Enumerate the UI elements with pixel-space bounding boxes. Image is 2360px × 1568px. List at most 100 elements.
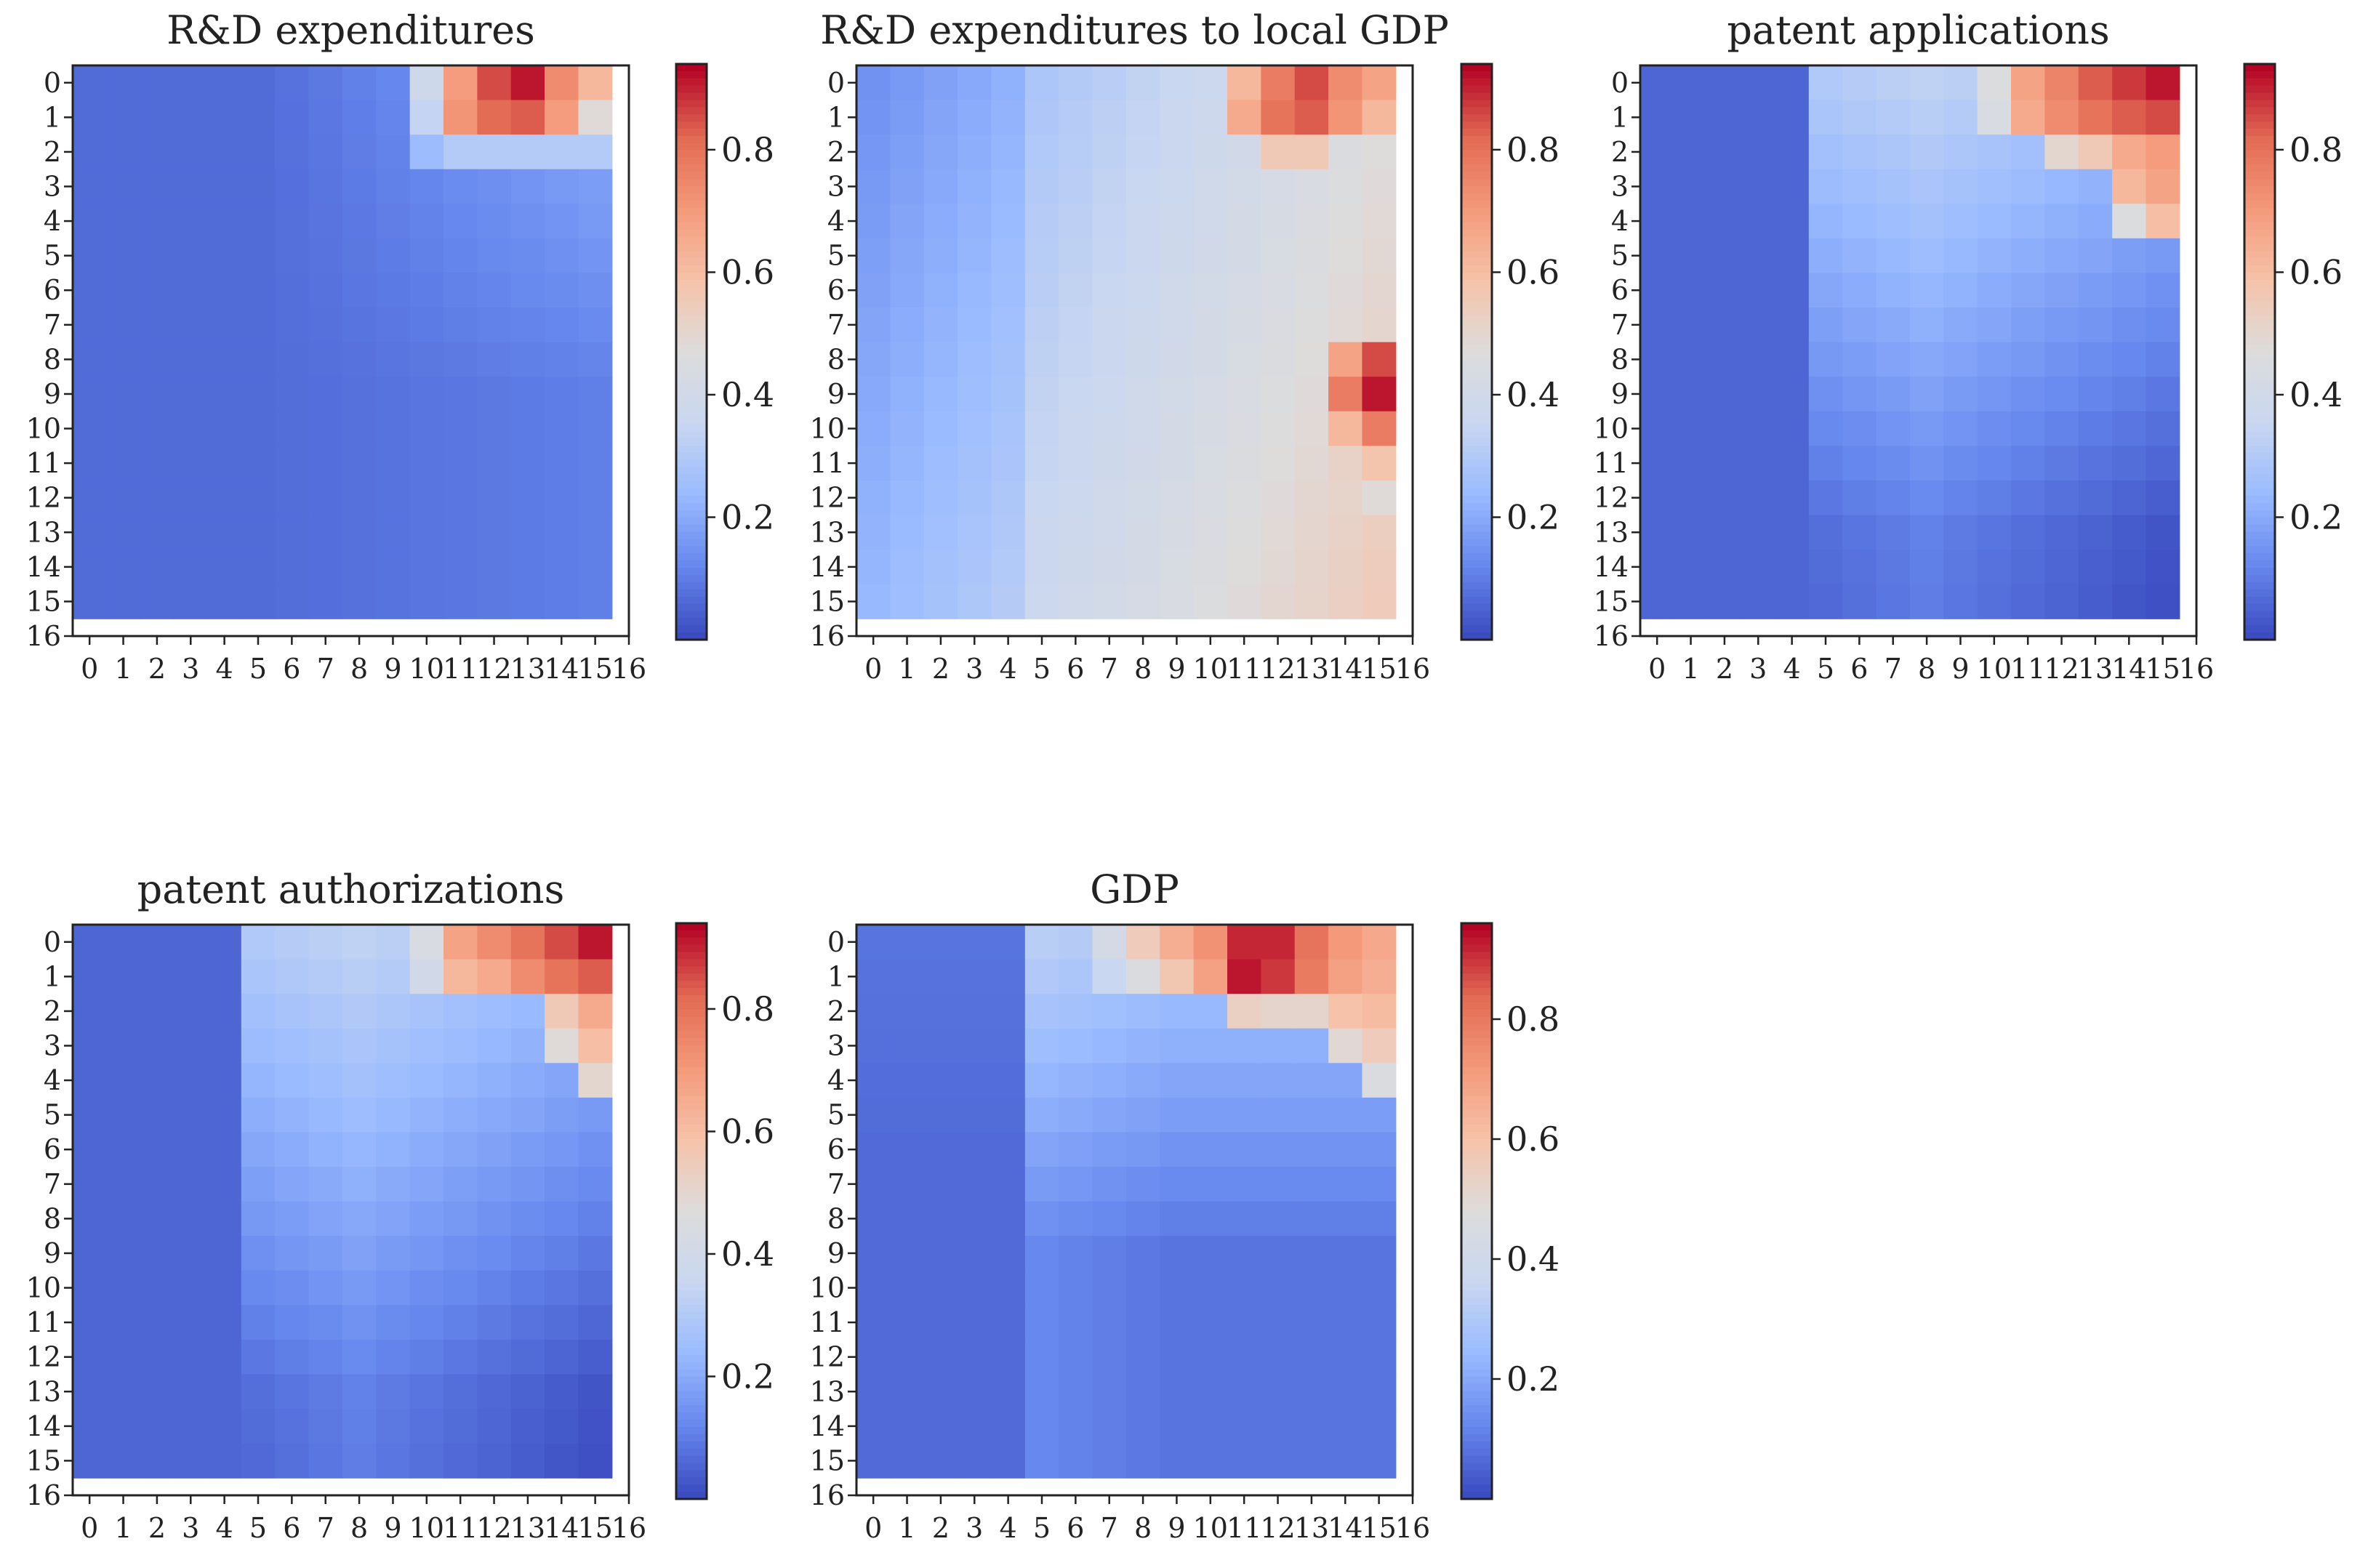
heatmap-cell <box>1059 411 1093 446</box>
heatmap-cell <box>2078 307 2113 343</box>
colorbar-segment <box>2244 142 2275 151</box>
heatmap-cell <box>578 1443 613 1479</box>
colorbar-segment <box>1461 280 1492 288</box>
heatmap-cell <box>545 377 579 412</box>
heatmap-cell <box>342 307 377 343</box>
colorbar-segment <box>2244 323 2275 331</box>
axes-frame <box>855 64 1414 638</box>
heatmap-cell <box>275 1097 310 1133</box>
heatmap-cell <box>1193 307 1228 343</box>
colorbar-segment <box>1461 973 1492 981</box>
heatmap-cell <box>342 994 377 1029</box>
heatmap-cell <box>1808 204 1843 239</box>
heatmap-cell <box>1707 515 1742 550</box>
y-tick-label: 10 <box>26 413 61 445</box>
heatmap-cell <box>1092 134 1127 170</box>
heatmap-cell <box>477 377 512 412</box>
y-tick-label: 12 <box>26 482 61 514</box>
heatmap-cell <box>1227 169 1261 204</box>
heatmap-cell <box>1160 169 1195 204</box>
colorbar-segment <box>2244 251 2275 260</box>
colorbar-segment <box>1461 474 1492 482</box>
heatmap-cell <box>2044 480 2079 516</box>
heatmap-cell <box>409 307 444 343</box>
heatmap-cell <box>1092 1167 1127 1202</box>
heatmap-cell <box>1125 100 1160 135</box>
x-tick-label: 10 <box>1193 653 1228 685</box>
heatmap-cell <box>409 238 444 274</box>
heatmap-cell <box>856 342 891 377</box>
heatmap-cell <box>477 959 512 994</box>
colorbar-segment <box>676 1074 707 1082</box>
heatmap-cell <box>578 65 613 101</box>
heatmap-cell <box>409 1339 444 1375</box>
y-tick-label: 2 <box>827 995 845 1027</box>
heatmap-cell <box>308 273 343 308</box>
heatmap-cell <box>578 1409 613 1444</box>
heatmap-cell <box>1160 100 1195 135</box>
heatmap-cell <box>207 925 242 960</box>
heatmap-cell <box>856 1167 891 1202</box>
heatmap-cell <box>1193 169 1228 204</box>
heatmap-cell <box>1059 1409 1093 1444</box>
heatmap-cell <box>106 446 141 481</box>
heatmap-cell <box>1227 377 1261 412</box>
heatmap-cell <box>409 100 444 135</box>
heatmap-cell <box>1059 1028 1093 1064</box>
colorbar-segment <box>676 358 707 367</box>
heatmap-cell <box>376 959 411 994</box>
heatmap-cell <box>73 1270 107 1306</box>
colorbar-segment <box>2244 596 2275 605</box>
heatmap-cell <box>1125 994 1160 1029</box>
heatmap-cell <box>106 169 141 204</box>
heatmap-cell <box>991 1063 1026 1098</box>
heatmap-cell <box>73 584 107 619</box>
colorbar-segment <box>2244 424 2275 432</box>
colorbar-segment <box>676 1333 707 1341</box>
heatmap-cell <box>73 169 107 204</box>
heatmap-cell <box>73 1028 107 1064</box>
colorbar-segment <box>2244 445 2275 454</box>
heatmap-cell <box>2011 204 2045 239</box>
colorbar-segment <box>676 981 707 989</box>
heatmap-cell <box>1261 377 1296 412</box>
heatmap-cell <box>207 959 242 994</box>
heatmap-cell <box>1294 134 1329 170</box>
heatmap-cell <box>1909 446 1944 481</box>
heatmap-cell <box>923 1409 958 1444</box>
x-tick-label: 9 <box>384 1512 401 1544</box>
heatmap-cell <box>1775 584 1810 619</box>
colorbar-segment <box>2244 172 2275 180</box>
heatmap-cell <box>1024 134 1059 170</box>
heatmap-cell <box>923 307 958 343</box>
heatmap-cell <box>241 1028 276 1064</box>
heatmap-cell <box>443 100 478 135</box>
colorbar-segment <box>1461 1326 1492 1335</box>
colorbar-segment <box>1461 1290 1492 1298</box>
heatmap-cell <box>1640 307 1674 343</box>
heatmap-cell <box>1674 169 1709 204</box>
heatmap-cell <box>174 1167 209 1202</box>
colorbar-segment <box>676 1182 707 1191</box>
colorbar-segment <box>1461 236 1492 245</box>
heatmap-cell <box>1328 515 1363 550</box>
colorbar-segment <box>676 539 707 547</box>
colorbar-segment <box>2244 438 2275 446</box>
colorbar-segment <box>676 201 707 209</box>
colorbar-segment <box>1461 596 1492 605</box>
colorbar-segment <box>676 222 707 230</box>
heatmap-cell <box>1092 411 1127 446</box>
heatmap-cell <box>1909 169 1944 204</box>
heatmap-cell <box>2078 411 2113 446</box>
heatmap-cell <box>856 550 891 585</box>
heatmap-cell <box>1876 307 1911 343</box>
heatmap-cell <box>106 238 141 274</box>
heatmap-cell <box>241 584 276 619</box>
heatmap-cell <box>1674 584 1709 619</box>
colorbar-segment <box>1461 308 1492 317</box>
colorbar-segment <box>1461 315 1492 324</box>
heatmap-cell <box>308 411 343 446</box>
heatmap-cell <box>174 480 209 516</box>
heatmap-cell <box>1362 100 1397 135</box>
